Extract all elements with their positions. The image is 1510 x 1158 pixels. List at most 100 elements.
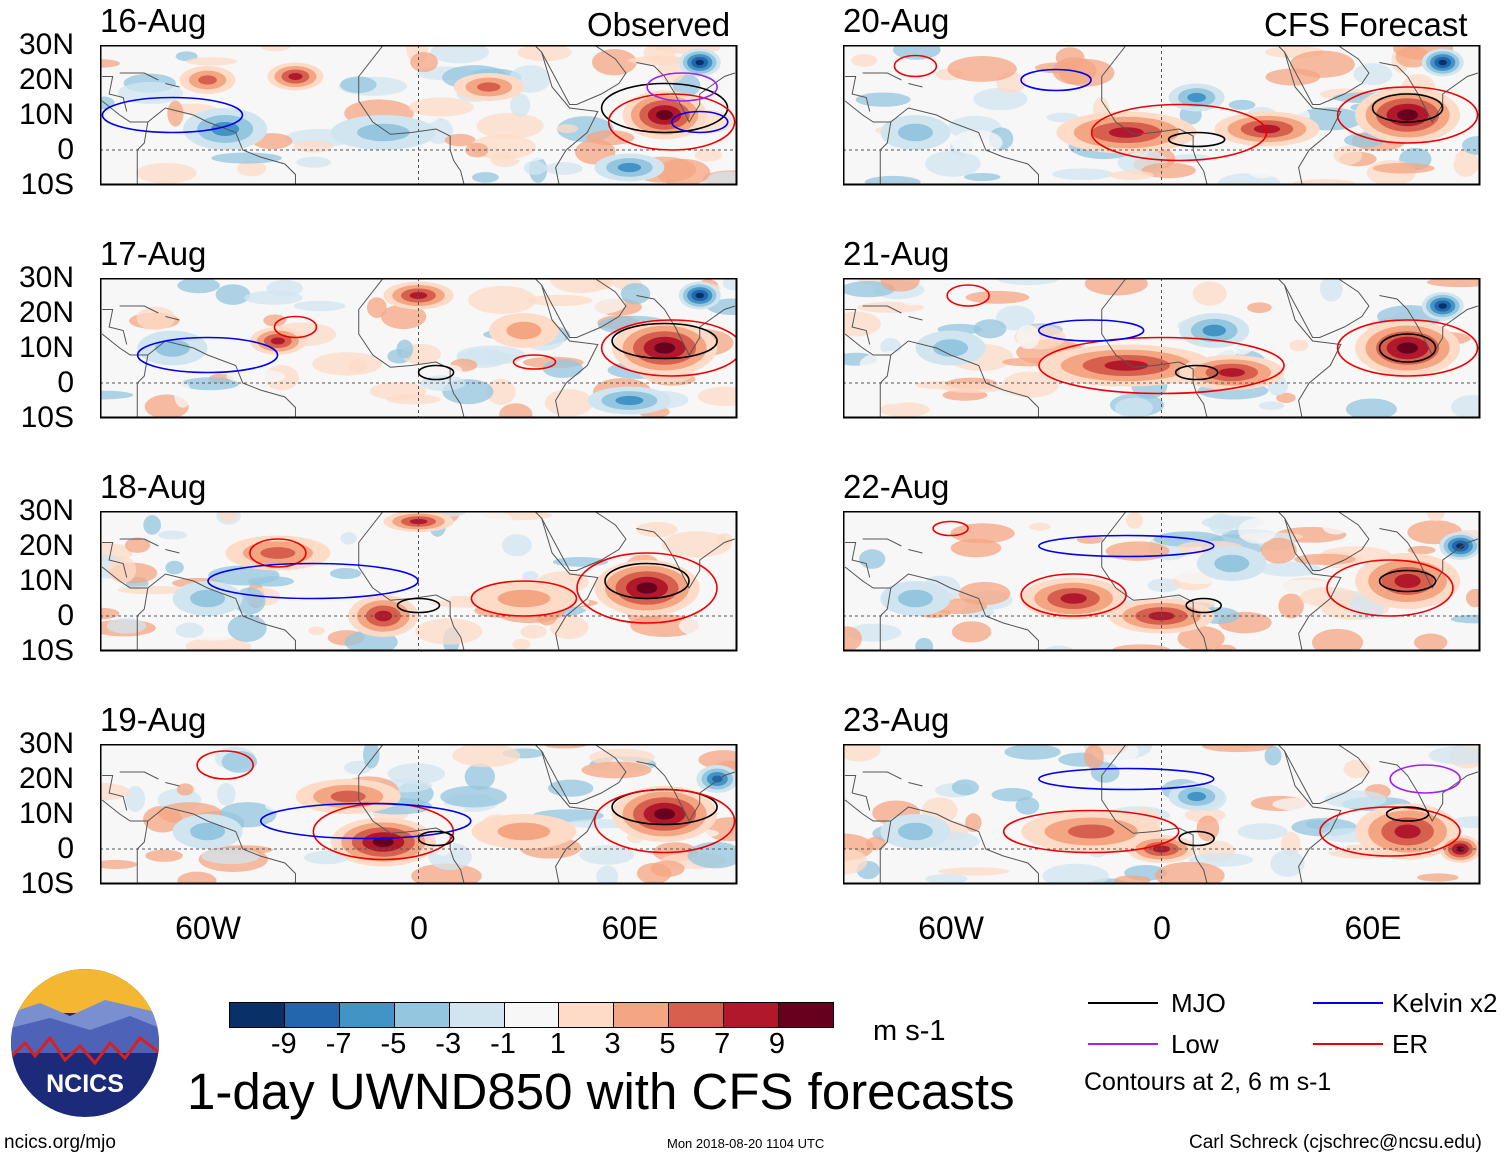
wind-anomaly-cell [135, 162, 197, 184]
colorbar-swatch [503, 1003, 559, 1027]
wind-anomaly-cell [951, 779, 979, 796]
coastline [879, 107, 1039, 185]
wind-anomaly-cell [499, 403, 533, 418]
mjo-contour [1174, 364, 1219, 381]
wind-anomaly-cell [722, 278, 737, 291]
wind-anomaly-cell [581, 761, 652, 779]
wind-anomaly-blob [288, 73, 303, 80]
wind-anomaly-cell [227, 614, 267, 642]
wind-anomaly-cell [1453, 149, 1480, 177]
wind-anomaly-cell [517, 45, 572, 62]
wind-anomaly-cell [124, 537, 151, 553]
wind-anomaly-cell [965, 290, 1030, 304]
wind-anomaly-cell [1084, 278, 1148, 296]
wind-anomaly-cell [1407, 545, 1436, 555]
wind-anomaly-cell [995, 305, 1035, 331]
lat-label: 30N [18, 727, 74, 760]
wind-anomaly-cell [174, 381, 192, 408]
wind-anomaly-cell [965, 813, 982, 833]
wind-anomaly-cell [878, 156, 912, 170]
coastline [101, 333, 148, 356]
wind-anomaly-cell [1052, 168, 1113, 180]
wind-anomaly-cell [697, 309, 715, 333]
wind-anomaly-cell [1247, 302, 1272, 313]
wind-anomaly-cell [215, 284, 251, 305]
er-contour [512, 354, 557, 370]
coastline [119, 538, 159, 547]
wind-anomaly-cell [1015, 796, 1040, 815]
wind-anomaly-cell [465, 142, 489, 158]
er-contour [196, 750, 254, 780]
panel-frame [843, 45, 1481, 186]
wind-anomaly-blob [1108, 127, 1144, 138]
lat-label: 0 [57, 366, 74, 399]
coastline [358, 744, 465, 884]
wind-anomaly-cell [1305, 820, 1330, 829]
kelvin-contour [670, 110, 729, 134]
wind-anomaly-cell [851, 54, 878, 67]
wind-anomaly-blob [1218, 368, 1245, 377]
wind-anomaly-blob [1067, 824, 1115, 839]
wind-anomaly-cell [843, 744, 881, 762]
wind-anomaly-cell [386, 394, 441, 405]
coastline [358, 45, 465, 185]
panel-date-23-aug: 23-Aug [843, 701, 950, 738]
er-contour [932, 520, 969, 537]
colorbar-tick-label: -9 [270, 1028, 297, 1060]
wind-anomaly-blob [506, 321, 542, 340]
wind-anomaly-cell [1202, 744, 1273, 753]
er-contour [1336, 319, 1479, 377]
wind-anomaly-cell [843, 626, 862, 651]
wind-anomaly-cell [1260, 537, 1297, 564]
coastline [845, 309, 871, 345]
wind-anomaly-cell [520, 625, 547, 639]
wind-anomaly-cell [1431, 74, 1473, 85]
wind-anomaly-cell [523, 160, 547, 175]
wind-anomaly-blob [933, 339, 969, 357]
coastline [1379, 62, 1479, 124]
wind-anomaly-cell [510, 93, 531, 117]
wind-anomaly-cell [1084, 744, 1104, 770]
lat-label: 0 [57, 133, 74, 166]
wind-anomaly-cell [251, 779, 288, 799]
kelvin-contour [1038, 767, 1215, 791]
wind-anomaly-cell [702, 171, 737, 185]
wind-anomaly-cell [1436, 153, 1456, 165]
wind-anomaly-blob [617, 162, 642, 173]
wind-anomaly-cell [167, 100, 184, 127]
coastline [845, 542, 871, 578]
wind-anomaly-cell [481, 353, 522, 362]
wind-anomaly-blob [897, 822, 933, 841]
wind-anomaly-cell [176, 783, 194, 796]
wind-anomaly-cell [1247, 144, 1273, 162]
wind-anomaly-cell [579, 845, 635, 865]
wind-anomaly-cell [216, 782, 236, 806]
wind-anomaly-cell [344, 760, 372, 775]
map-panel [843, 511, 1481, 652]
wind-anomaly-blob [1187, 92, 1206, 103]
wind-anomaly-cell [180, 377, 240, 391]
colorbar-tick-label: 9 [768, 1028, 786, 1060]
wind-anomaly-blob [497, 589, 551, 608]
panel-frame [100, 511, 738, 652]
coastline [862, 538, 902, 547]
lat-label: 10S [20, 867, 74, 900]
map-panel [100, 278, 738, 419]
legend-label-mjo: MJO [1171, 988, 1226, 1018]
legend-line-mjo [1088, 1002, 1158, 1004]
mjo-contour [1378, 333, 1437, 363]
wind-anomaly-cell [502, 534, 532, 557]
coastline [636, 295, 736, 357]
wind-anomaly-cell [340, 532, 357, 545]
wind-anomaly-cell [951, 130, 1003, 156]
wind-anomaly-cell [512, 638, 531, 650]
coastline [1101, 278, 1208, 418]
coastline [1101, 511, 1208, 651]
wind-anomaly-cell [201, 847, 261, 865]
coastline [845, 76, 871, 112]
wind-anomaly-cell [964, 172, 1001, 182]
wind-anomaly-cell [880, 278, 920, 292]
colorbar-swatch [668, 1003, 724, 1027]
wind-anomaly-cell [186, 57, 238, 66]
kelvin-contour [101, 96, 244, 134]
